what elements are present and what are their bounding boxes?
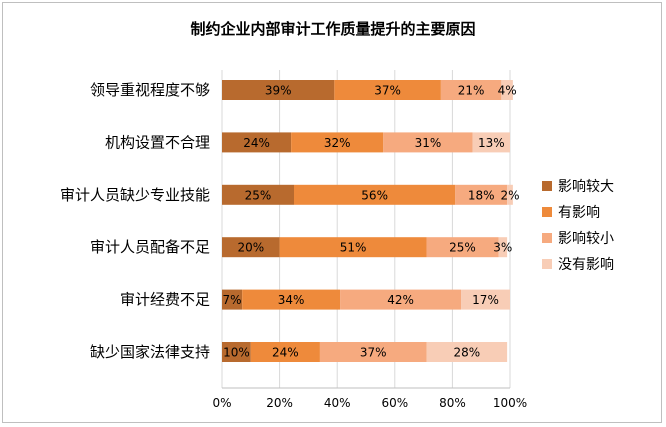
bar-segment: [222, 184, 294, 205]
category-label: 审计人员缺少专业技能: [60, 186, 210, 204]
x-tick-label: 60%: [381, 396, 408, 410]
bar-segment: [222, 289, 243, 310]
data-label: 13%: [478, 136, 505, 150]
category-label: 机构设置不合理: [105, 133, 210, 151]
legend-label: 影响较大: [558, 179, 614, 195]
legend-swatch: [542, 259, 552, 269]
data-label: 21%: [458, 84, 485, 98]
x-tick-label: 0%: [212, 396, 231, 410]
data-label: 51%: [340, 241, 367, 255]
data-label: 32%: [324, 136, 351, 150]
category-label: 审计经费不足: [120, 291, 210, 309]
legend-label: 没有影响: [558, 257, 614, 273]
bar-segment: [222, 237, 280, 258]
bar-segment: [250, 342, 320, 362]
bar-segment: [498, 237, 508, 258]
legend-label: 有影响: [558, 205, 600, 221]
legend-swatch: [542, 233, 552, 243]
bars: 39% 37% 21% 4% 24% 32% 31% 13% 25% 56% 18% 2% 20% 51%…: [222, 80, 520, 362]
data-label: 7%: [223, 293, 242, 307]
data-label: 2%: [500, 188, 519, 202]
bar-segment: [319, 342, 427, 362]
bar-segment: [340, 289, 462, 310]
data-label: 3%: [493, 241, 512, 255]
bar-segment: [294, 184, 456, 205]
data-label: 37%: [374, 84, 401, 98]
data-label: 17%: [472, 293, 499, 307]
bar-segment: [242, 289, 341, 310]
data-label: 37%: [360, 346, 387, 360]
data-label: 25%: [449, 241, 476, 255]
bar-segment: [334, 80, 441, 100]
x-tick-label: 100%: [493, 396, 527, 410]
x-tick-label: 40%: [324, 396, 351, 410]
legend-label: 影响较小: [558, 231, 614, 247]
category-label: 领导重视程度不够: [90, 81, 210, 99]
x-axis-ticks: 0% 20% 40% 60% 80% 100%: [212, 396, 527, 410]
category-labels: 领导重视程度不够机构设置不合理审计人员缺少专业技能审计人员配备不足审计经费不足缺…: [60, 81, 210, 361]
legend-swatch: [542, 207, 552, 217]
bar-segment: [472, 132, 510, 153]
bar-segment: [426, 237, 499, 258]
bar-segment: [501, 80, 513, 100]
data-label: 24%: [243, 136, 270, 150]
data-label: 4%: [498, 84, 517, 98]
data-label: 25%: [245, 188, 272, 202]
chart-title: 制约企业内部审计工作质量提升的主要原因: [190, 20, 475, 38]
bar-segment: [222, 342, 251, 362]
data-label: 56%: [361, 188, 388, 202]
bar-segment: [222, 80, 335, 100]
data-label: 24%: [272, 346, 299, 360]
x-tick-label: 80%: [439, 396, 466, 410]
bar-segment: [426, 342, 508, 362]
data-label: 20%: [237, 241, 264, 255]
legend-swatch: [542, 181, 552, 191]
data-label: 18%: [468, 188, 495, 202]
bar-segment: [440, 80, 502, 100]
bar-segment: [383, 132, 473, 153]
grid-lines: [221, 70, 511, 389]
category-label: 缺少国家法律支持: [90, 343, 210, 361]
bar-segment: [455, 184, 508, 205]
bar-segment: [507, 184, 513, 205]
bar-segment: [222, 132, 292, 153]
category-label: 审计人员配备不足: [90, 238, 210, 256]
data-label: 42%: [387, 293, 414, 307]
data-label: 39%: [265, 84, 292, 98]
bar-segment: [279, 237, 427, 258]
bar-segment: [291, 132, 384, 153]
data-label: 34%: [278, 293, 305, 307]
data-label: 10%: [223, 346, 250, 360]
bar-segment: [461, 289, 510, 310]
data-label: 28%: [453, 346, 480, 360]
x-tick-label: 20%: [266, 396, 293, 410]
data-label: 31%: [415, 136, 442, 150]
